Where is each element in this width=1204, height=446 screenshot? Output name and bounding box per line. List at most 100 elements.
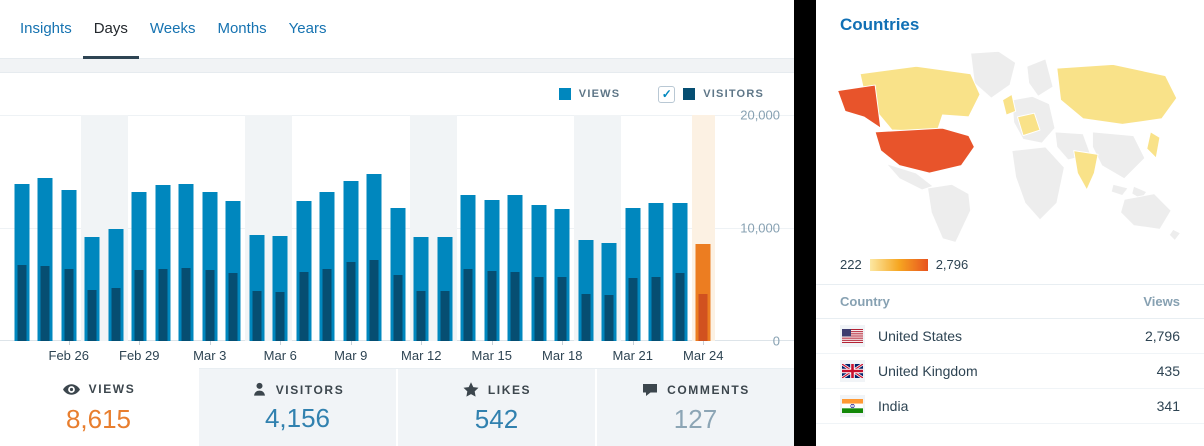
bar-mar-11[interactable] (386, 115, 410, 341)
country-row-united-kingdom: United Kingdom 435 (816, 354, 1204, 389)
bar-mar-16[interactable] (504, 115, 528, 341)
bar-mar-4[interactable] (222, 115, 246, 341)
nav-tab-years[interactable]: Years (288, 19, 327, 37)
bar-mar-9[interactable] (339, 115, 363, 341)
bar-mar-14[interactable] (457, 115, 481, 341)
bar-mar-23[interactable] (668, 115, 692, 341)
country-views: 2,796 (1144, 328, 1180, 344)
map-scandinavia (1026, 58, 1054, 97)
visitors-bar (487, 270, 497, 341)
views-swatch (558, 88, 571, 100)
countries-panel: Countries (816, 0, 1204, 446)
bar-mar-22[interactable] (645, 115, 669, 341)
nav-tab-insights[interactable]: Insights (20, 19, 72, 37)
visitors-bar (534, 276, 544, 341)
bar-mar-15[interactable] (480, 115, 504, 341)
bar-mar-18[interactable] (551, 115, 575, 341)
y-tick-label: 20,000 (740, 107, 780, 123)
bar-mar-8[interactable] (316, 115, 340, 341)
bar-mar-17[interactable] (527, 115, 551, 341)
visitors-bar (322, 269, 332, 341)
bar-mar-5[interactable] (245, 115, 269, 341)
bar-mar-10[interactable] (363, 115, 387, 341)
visitors-label: VISITORS (275, 382, 345, 397)
bar-mar-1[interactable] (151, 115, 175, 341)
y-axis: 0 10,000 20,000 (720, 108, 780, 349)
visitors-bar (228, 273, 238, 341)
visitors-bar (557, 276, 567, 341)
bar-mar-3[interactable] (198, 115, 222, 341)
summary-tab-views[interactable]: VIEWS 8,615 (0, 368, 199, 446)
summary-tab-likes[interactable]: LIKES 542 (398, 369, 597, 446)
bar-feb-26[interactable] (57, 115, 81, 341)
legend-views: VIEWS (558, 88, 621, 100)
nav-tab-weeks[interactable]: Weeks (149, 19, 196, 37)
x-axis-inner: Feb 26 Feb 29 Mar 3 Mar 6 Mar 9 Mar 12 Mar 15 M… (10, 341, 723, 369)
map-alaska (837, 84, 882, 129)
bar-feb-29[interactable] (128, 115, 152, 341)
bar-feb-25[interactable] (34, 115, 58, 341)
bar-chart: 0 10,000 20,000 (0, 108, 794, 349)
summary-tab-comments[interactable]: COMMENTS 127 (597, 369, 794, 446)
visitors-bar (205, 269, 215, 341)
y-tick-label: 0 (772, 333, 780, 349)
visitors-bar (393, 275, 403, 341)
country-column-header: Country (840, 294, 890, 309)
map-indonesia (1110, 183, 1129, 197)
map-western-europe (1017, 112, 1041, 137)
country-name: India (878, 398, 909, 414)
bar-mar-19[interactable] (574, 115, 598, 341)
views-label: VIEWS (88, 382, 136, 396)
views-column-header: Views (1143, 294, 1180, 309)
bar-feb-28[interactable] (104, 115, 128, 341)
comment-icon (641, 381, 659, 399)
visitors-bar (675, 273, 685, 341)
bar-mar-12[interactable] (409, 115, 433, 341)
visitors-bar (64, 268, 74, 341)
country-table-header: Country Views (816, 285, 1204, 319)
nav-tab-days[interactable]: Days (82, 0, 139, 59)
bar-mar-21[interactable] (621, 115, 645, 341)
visitors-bar (299, 272, 309, 341)
chart-legend: VIEWS ✓ VISITORS (0, 73, 794, 115)
country-row-united-states: United States 2,796 (816, 319, 1204, 354)
visitors-checkbox[interactable]: ✓ (658, 85, 676, 103)
visitors-bar (252, 291, 262, 341)
visitors-bar (40, 266, 50, 341)
bar-mar-2[interactable] (175, 115, 199, 341)
x-axis: Feb 26 Feb 29 Mar 3 Mar 6 Mar 9 Mar 12 Mar 15 M… (0, 341, 794, 369)
comments-heading: COMMENTS (641, 381, 750, 399)
nav-tab-months[interactable]: Months (217, 19, 267, 37)
map-mexico (885, 163, 934, 191)
world-map[interactable] (816, 39, 1204, 251)
country-table: Country Views United States 2,796 United K… (816, 284, 1204, 424)
views-legend-label: VIEWS (578, 88, 621, 100)
map-south-america (927, 183, 972, 243)
visitors-bar (17, 265, 27, 341)
bar-mar-7[interactable] (292, 115, 316, 341)
x-tick-label: Mar 6 (263, 348, 297, 363)
visitors-bar (275, 291, 285, 341)
visitors-legend-label: VISITORS (703, 88, 764, 100)
bar-mar-20[interactable] (597, 115, 621, 341)
visitors-value: 4,156 (264, 403, 331, 433)
visitors-bar (510, 272, 520, 341)
visitors-bar (440, 291, 450, 341)
bar-mar-13[interactable] (433, 115, 457, 341)
visitors-bar (604, 294, 614, 341)
bar-mar-24[interactable] (691, 115, 715, 341)
map-new-zealand (1168, 228, 1181, 242)
y-tick-label: 10,000 (740, 220, 780, 236)
panel-gap (0, 59, 794, 72)
summary-tab-visitors[interactable]: VISITORS 4,156 (199, 369, 398, 446)
bar-feb-27[interactable] (80, 115, 104, 341)
x-tick-label: Mar 18 (542, 348, 583, 363)
x-tick-mark (280, 341, 282, 345)
x-tick-mark (350, 341, 352, 345)
x-tick-label: Mar 24 (683, 348, 724, 363)
bar-mar-6[interactable] (268, 115, 292, 341)
bars-area (10, 115, 715, 341)
visitors-bar (134, 269, 144, 341)
x-tick-label: Feb 29 (119, 348, 160, 363)
bar-feb-24[interactable] (10, 115, 34, 341)
